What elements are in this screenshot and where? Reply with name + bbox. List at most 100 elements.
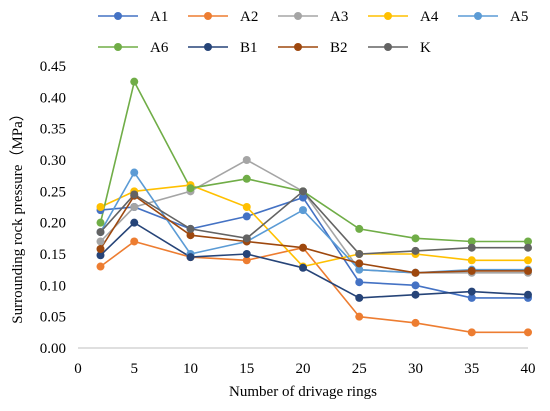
x-tick-label: 15 bbox=[239, 361, 254, 377]
y-tick-label: 0.15 bbox=[40, 247, 66, 263]
series-line-a2 bbox=[100, 240, 528, 334]
data-point-b1 bbox=[96, 251, 105, 260]
legend-marker bbox=[114, 43, 122, 51]
legend-item-b2: B2 bbox=[278, 40, 348, 56]
x-tick-label: 0 bbox=[74, 361, 82, 377]
y-axis-ticks: 0.00 0.05 0.10 0.15 0.20 0.25 0.30 0.35 0.40 0.45 bbox=[40, 59, 66, 357]
data-point-k bbox=[355, 250, 364, 258]
data-point-b1 bbox=[411, 290, 420, 299]
data-point-a3 bbox=[242, 156, 251, 164]
data-point-b1 bbox=[467, 287, 476, 296]
y-tick-label: 0.35 bbox=[40, 122, 66, 138]
x-tick-label: 10 bbox=[183, 361, 198, 377]
data-point-a6 bbox=[242, 174, 251, 183]
legend-marker bbox=[204, 43, 212, 51]
x-tick-label: 5 bbox=[131, 361, 139, 377]
data-point-b1 bbox=[355, 293, 364, 302]
data-point-b2 bbox=[524, 266, 532, 275]
data-point-b2 bbox=[355, 259, 364, 268]
data-point-a4 bbox=[524, 256, 532, 265]
legend-item-a2: A2 bbox=[188, 9, 258, 25]
series-lines bbox=[99, 79, 529, 334]
data-point-a2 bbox=[467, 328, 476, 337]
data-point-a1 bbox=[299, 193, 307, 202]
data-point-k bbox=[186, 224, 195, 233]
legend-item-b1: B1 bbox=[188, 40, 258, 56]
y-tick-label: 0.30 bbox=[40, 153, 66, 169]
data-point-b2 bbox=[467, 266, 476, 275]
data-point-a6 bbox=[96, 218, 105, 227]
data-point-a6 bbox=[467, 237, 476, 246]
y-tick-label: 0.00 bbox=[40, 341, 66, 357]
data-point-k bbox=[467, 243, 476, 252]
legend-label: B2 bbox=[330, 40, 348, 56]
data-point-a5 bbox=[299, 206, 307, 215]
data-point-k bbox=[524, 243, 532, 252]
y-tick-label: 0.45 bbox=[40, 59, 66, 75]
data-point-b1 bbox=[242, 250, 251, 258]
legend-marker bbox=[294, 12, 302, 20]
y-tick-label: 0.10 bbox=[40, 278, 66, 294]
x-tick-label: 25 bbox=[352, 361, 367, 377]
data-point-a2 bbox=[355, 312, 364, 321]
legend-marker bbox=[204, 12, 212, 20]
x-axis-title: Number of drivage rings bbox=[229, 384, 377, 400]
series-points bbox=[96, 77, 532, 337]
data-point-a2 bbox=[242, 256, 251, 265]
legend-label: A4 bbox=[420, 9, 439, 25]
legend-marker bbox=[294, 43, 302, 51]
data-point-a1 bbox=[411, 281, 420, 290]
legend-item-a3: A3 bbox=[278, 9, 348, 25]
legend-marker bbox=[474, 12, 482, 20]
data-point-a6 bbox=[355, 224, 364, 233]
y-axis-title: Surrounding rock pressure（MPa） bbox=[9, 106, 26, 323]
data-point-a2 bbox=[411, 318, 420, 327]
legend-item-k: K bbox=[368, 40, 431, 56]
data-point-b2 bbox=[299, 243, 307, 252]
data-point-a1 bbox=[355, 278, 364, 287]
data-point-a6 bbox=[524, 237, 532, 246]
x-tick-label: 40 bbox=[521, 361, 536, 377]
legend-item-a4: A4 bbox=[368, 9, 439, 25]
legend-item-a5: A5 bbox=[458, 9, 528, 25]
legend-item-a6: A6 bbox=[98, 40, 169, 56]
data-point-b2 bbox=[96, 244, 105, 253]
data-point-a6 bbox=[130, 77, 139, 86]
legend-label: A2 bbox=[240, 9, 258, 25]
y-tick-label: 0.25 bbox=[40, 184, 66, 200]
data-point-a5 bbox=[355, 265, 364, 274]
data-point-b2 bbox=[411, 268, 420, 277]
legend-marker bbox=[114, 12, 122, 20]
data-point-a6 bbox=[186, 184, 195, 193]
legend-label: A3 bbox=[330, 9, 348, 25]
data-point-k bbox=[96, 228, 105, 237]
legend: A1 A2 A3 A4 A5 A6 B1 B2 K bbox=[98, 9, 528, 56]
data-point-a4 bbox=[96, 203, 105, 211]
data-point-a4 bbox=[467, 256, 476, 265]
legend-item-a1: A1 bbox=[98, 9, 168, 25]
legend-label: B1 bbox=[240, 40, 258, 56]
data-point-b1 bbox=[299, 263, 307, 272]
data-point-a4 bbox=[242, 203, 251, 211]
legend-marker bbox=[384, 43, 392, 51]
data-point-b1 bbox=[130, 218, 139, 227]
data-point-a6 bbox=[411, 234, 420, 243]
data-point-b2 bbox=[186, 231, 195, 240]
legend-label: K bbox=[420, 40, 431, 56]
legend-marker bbox=[384, 12, 392, 20]
data-point-k bbox=[242, 234, 251, 243]
x-tick-label: 20 bbox=[296, 361, 311, 377]
x-axis-ticks: 0 5 10 15 20 25 30 35 40 bbox=[74, 361, 535, 377]
y-tick-label: 0.20 bbox=[40, 216, 66, 232]
data-point-b1 bbox=[186, 253, 195, 262]
data-point-k bbox=[411, 246, 420, 255]
x-tick-label: 30 bbox=[408, 361, 423, 377]
x-tick-label: 35 bbox=[464, 361, 479, 377]
data-point-a5 bbox=[130, 168, 139, 177]
data-point-b1 bbox=[524, 290, 532, 299]
plot-area: 0 5 10 15 20 25 30 35 40 0.00 0.05 0.10 0.15 0.20 0.2… bbox=[40, 59, 536, 377]
data-point-a2 bbox=[130, 237, 139, 246]
y-tick-label: 0.40 bbox=[40, 90, 66, 106]
legend-label: A1 bbox=[150, 9, 168, 25]
